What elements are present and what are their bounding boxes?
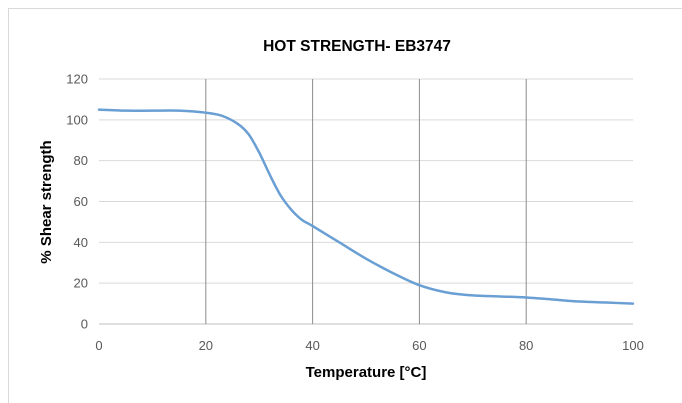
chart-title: HOT STRENGTH- EB3747 [263,38,451,55]
x-tick-label-4: 80 [519,338,533,353]
y-tick-label-2: 40 [74,235,88,250]
y-tick-label-5: 100 [66,112,88,127]
y-axis-label: % Shear strength [38,140,55,263]
x-tick-label-2: 40 [305,338,319,353]
y-tick-label-1: 20 [74,276,88,291]
data-series [97,108,635,305]
x-axis-ticks: 0 20 40 60 80 100 [95,338,643,353]
x-tick-label-3: 60 [412,338,426,353]
y-tick-label-6: 120 [66,72,88,87]
y-axis-ticks: 0 20 40 60 80 100 120 [66,72,88,332]
x-tick-label-0: 0 [95,338,102,353]
x-axis-label: Temperature [°C] [306,364,427,381]
y-tick-label-0: 0 [81,317,88,332]
y-tick-label-4: 80 [74,153,88,168]
vertical-gridlines [205,79,527,324]
horizontal-gridlines [99,78,633,325]
x-tick-label-5: 100 [622,338,644,353]
chart-area [8,8,682,403]
series-line-0 [97,108,635,305]
x-tick-label-1: 20 [199,338,213,353]
y-tick-label-3: 60 [74,194,88,209]
